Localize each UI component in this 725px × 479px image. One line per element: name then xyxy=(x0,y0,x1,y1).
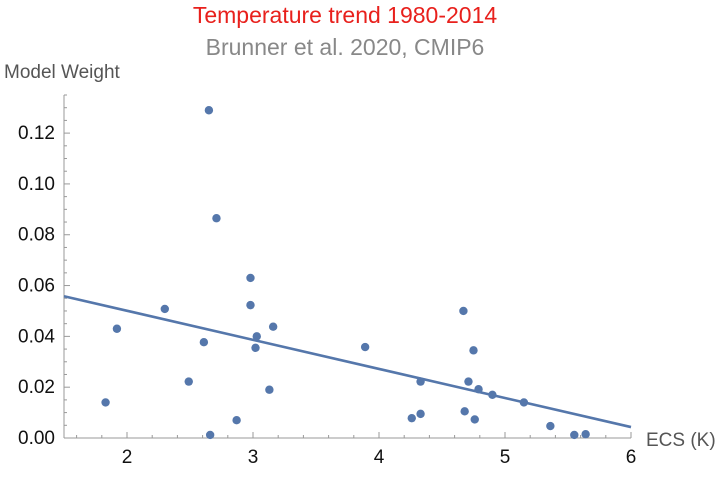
x-tick-label: 6 xyxy=(626,447,637,468)
data-point xyxy=(268,322,278,331)
y-axis-ticks: 0.00 0.02 0.04 0.06 0.08 0.10 0.12 xyxy=(18,94,70,449)
y-tick-label: 0.08 xyxy=(18,225,55,246)
data-point xyxy=(460,407,469,416)
data-point xyxy=(519,398,529,407)
data-point xyxy=(232,416,241,425)
y-tick-label: 0.06 xyxy=(18,276,55,297)
y-tick-label: 0.12 xyxy=(18,123,55,144)
trend-layer xyxy=(63,294,632,429)
x-axis-label: ECS (K) xyxy=(646,430,716,451)
data-point xyxy=(570,430,579,440)
y-tick-label: 0.10 xyxy=(18,174,55,195)
y-axis-label: Model Weight xyxy=(4,62,121,83)
data-point xyxy=(407,413,416,423)
data-point xyxy=(416,377,425,386)
data-point xyxy=(204,106,214,115)
data-point xyxy=(470,415,479,424)
data-point xyxy=(488,390,497,400)
y-tick-label: 0.00 xyxy=(18,428,55,449)
data-point xyxy=(474,385,483,394)
x-tick-label: 5 xyxy=(500,447,511,468)
data-point xyxy=(246,300,255,310)
data-point xyxy=(265,385,274,394)
axes xyxy=(63,95,631,439)
data-point xyxy=(469,346,478,355)
data-point xyxy=(252,332,261,341)
data-point xyxy=(199,338,209,347)
x-axis-ticks: 2 3 4 5 6 xyxy=(76,432,637,468)
data-point xyxy=(212,214,221,223)
data-point xyxy=(101,398,110,407)
chart-subtitle: Brunner et al. 2020, CMIP6 xyxy=(206,34,485,60)
data-point xyxy=(464,377,473,386)
x-tick-label: 2 xyxy=(122,447,133,468)
data-point xyxy=(251,343,260,353)
data-point xyxy=(184,377,193,386)
data-point xyxy=(205,430,215,440)
data-point xyxy=(160,304,169,314)
data-point xyxy=(416,409,425,419)
data-point xyxy=(360,342,370,352)
x-tick-label: 3 xyxy=(248,447,259,468)
data-point xyxy=(459,306,468,316)
data-point xyxy=(246,273,255,283)
trend-line xyxy=(63,294,632,429)
x-tick-label: 4 xyxy=(374,447,385,468)
y-tick-label: 0.04 xyxy=(18,326,55,347)
data-points xyxy=(101,106,590,440)
y-tick-label: 0.02 xyxy=(18,377,55,398)
chart-title: Temperature trend 1980-2014 xyxy=(193,2,498,28)
data-point xyxy=(581,429,590,439)
data-point xyxy=(546,421,555,431)
data-point xyxy=(112,324,122,333)
